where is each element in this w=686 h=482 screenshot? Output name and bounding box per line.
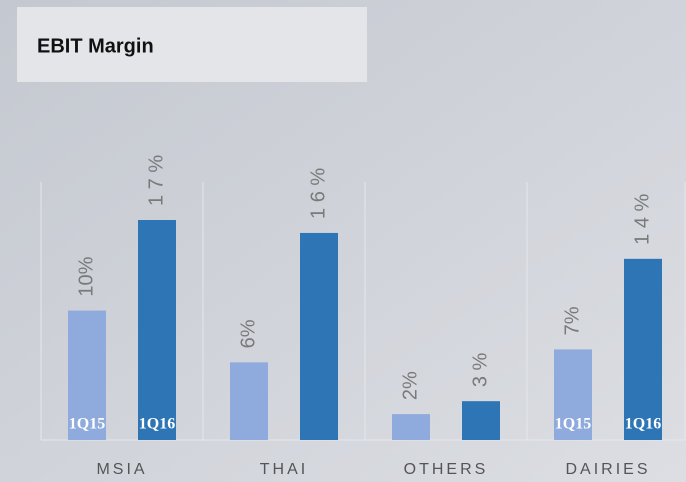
series-label: 1Q16 [139,416,175,433]
x-tick-label: THAI [260,461,308,478]
title-box [17,7,367,82]
bar [138,220,176,440]
x-tick-label: MSIA [96,461,147,478]
chart-title: EBIT Margin [37,35,154,57]
value-label: 1 6 % [307,168,329,219]
x-tick-label: DAIRIES [565,461,650,478]
series-label: 1Q15 [555,416,591,433]
bar [462,401,500,440]
bar [554,349,592,440]
value-label: 7% [561,306,583,335]
series-label: 1Q15 [69,416,105,433]
bar [230,362,268,440]
value-label: 1 7 % [145,155,167,206]
series-label: 1Q16 [625,416,661,433]
bar [68,310,106,440]
bar [392,414,430,440]
value-label: 6% [237,319,259,348]
value-label: 10% [75,256,97,296]
value-label: 1 4 % [631,193,653,244]
bar [300,232,338,440]
value-label: 2% [399,371,421,400]
bar [624,258,662,440]
value-label: 3 % [469,352,491,387]
x-tick-label: OTHERS [404,461,489,478]
